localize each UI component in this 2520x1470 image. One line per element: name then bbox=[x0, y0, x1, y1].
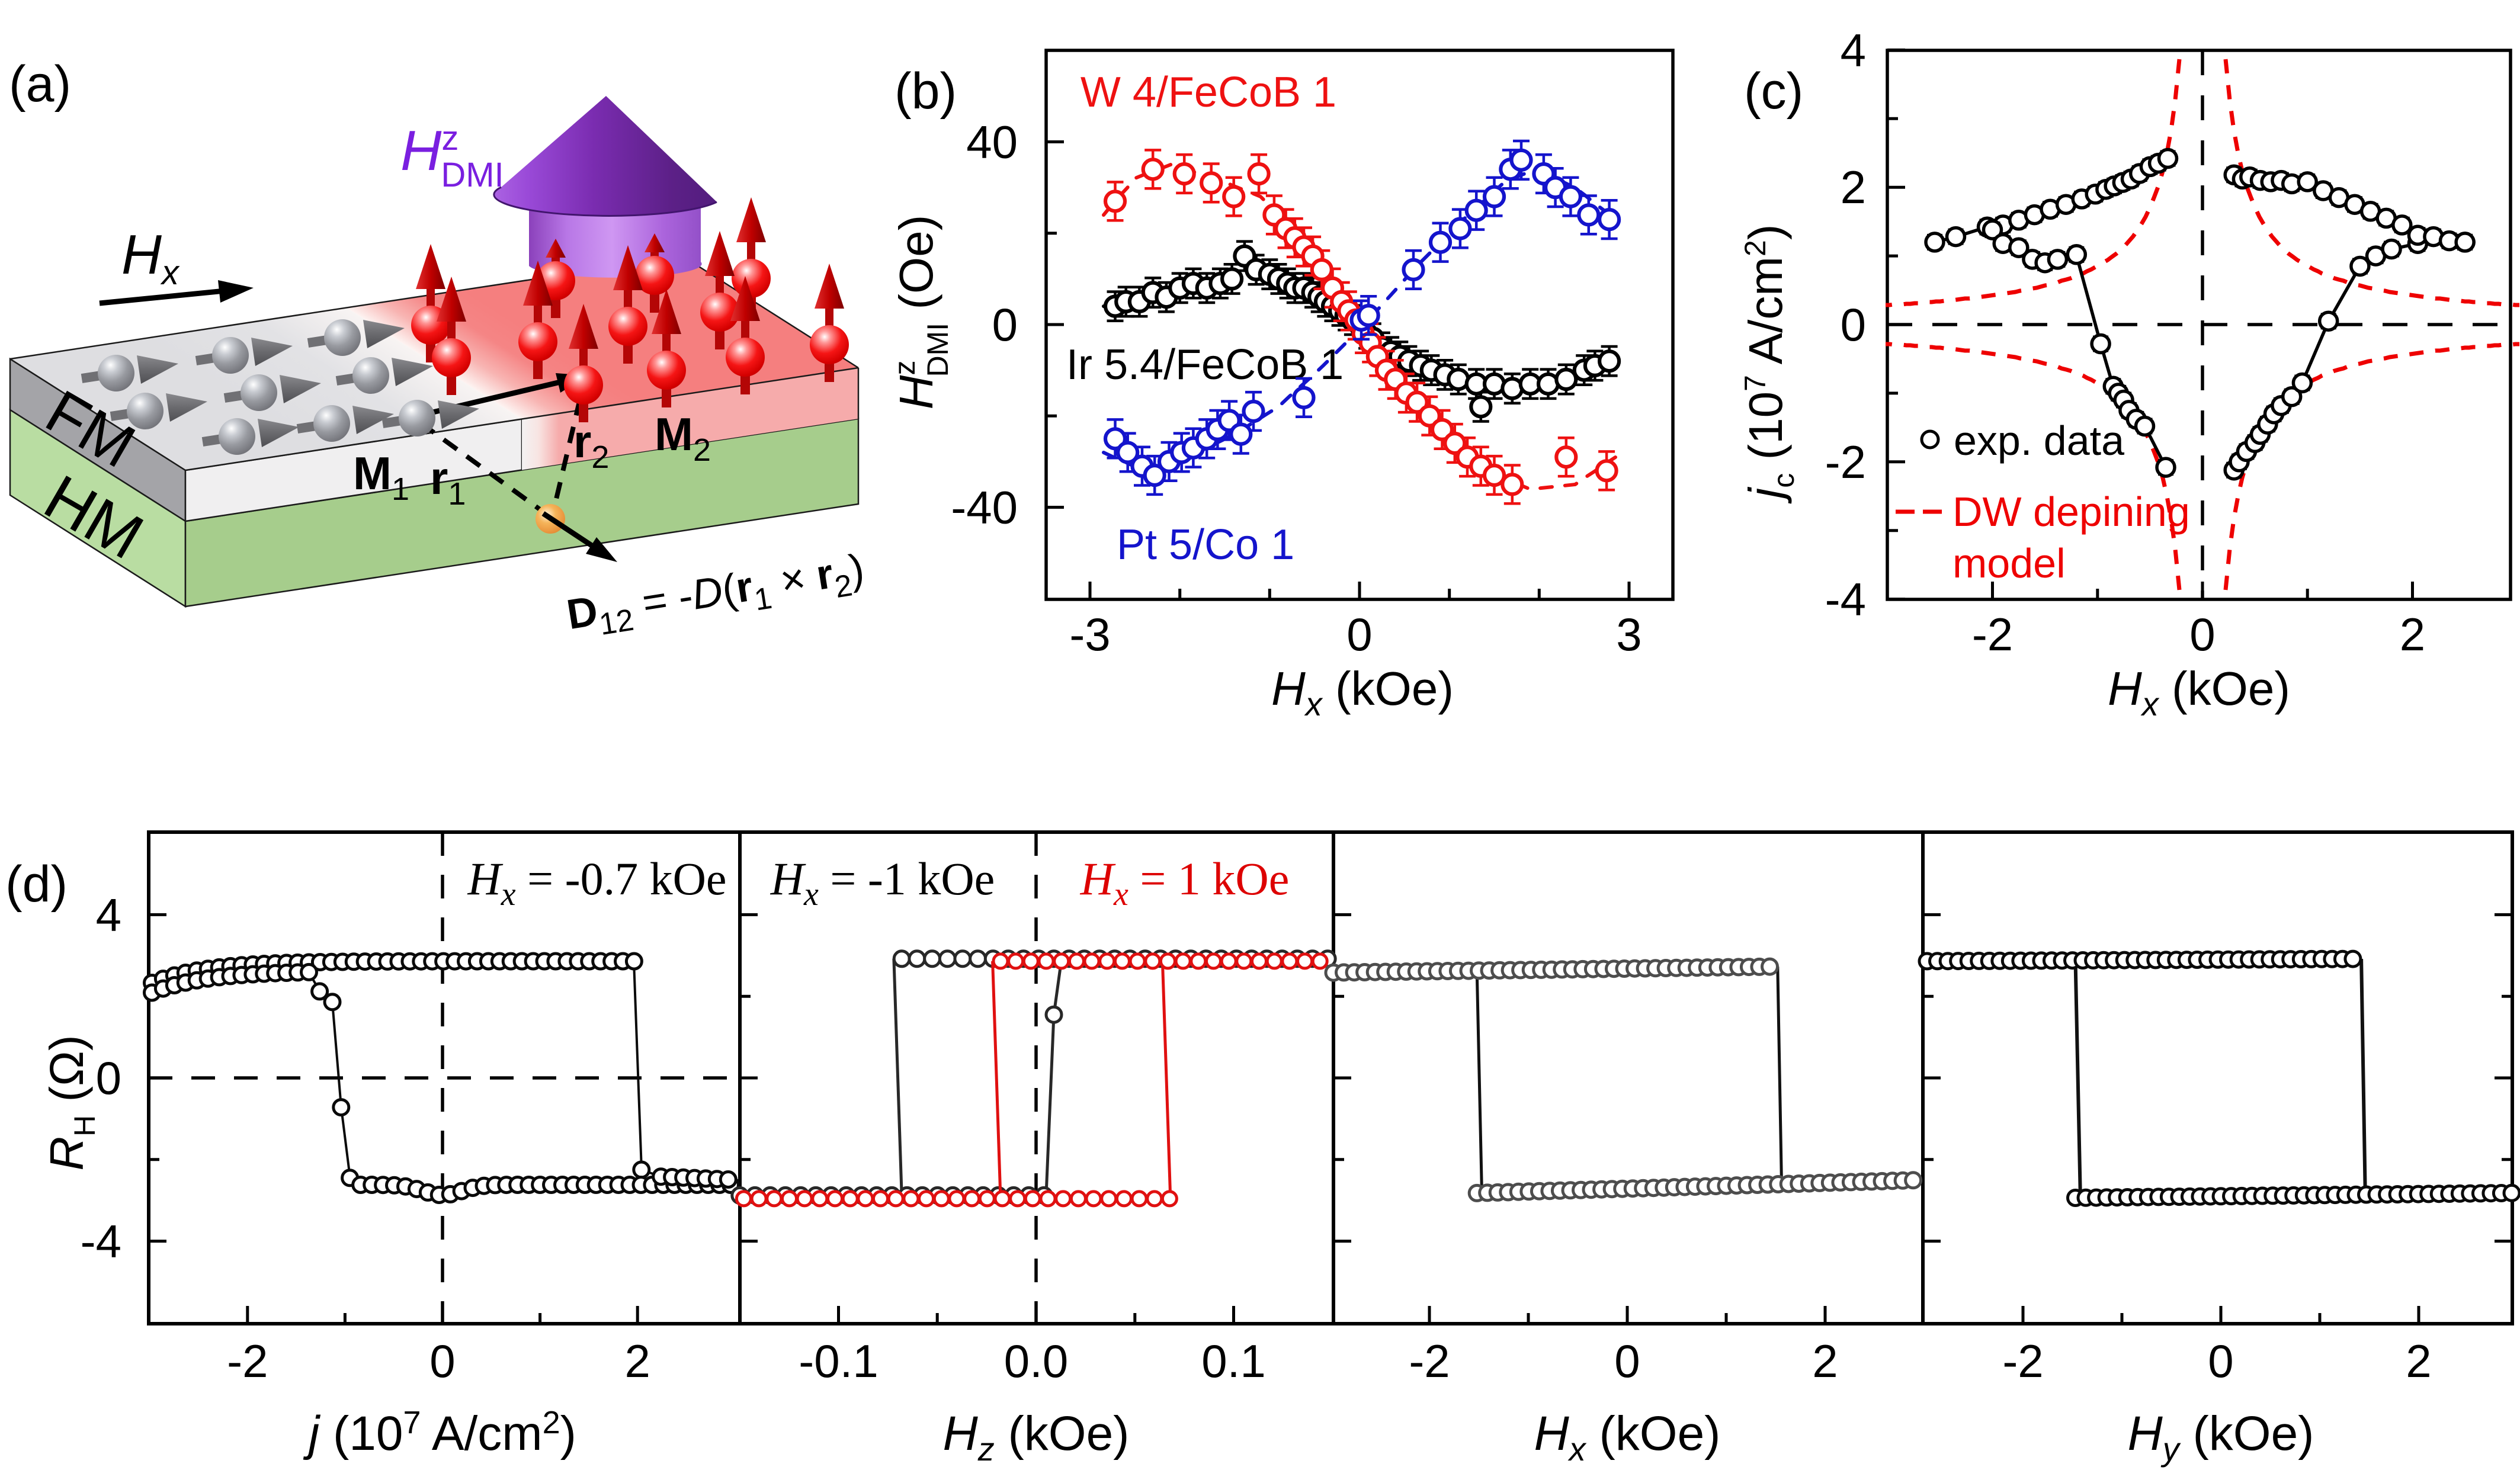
svg-text:M2: M2 bbox=[655, 408, 711, 468]
svg-text:0: 0 bbox=[2208, 1335, 2233, 1387]
svg-text:Hx (kOe): Hx (kOe) bbox=[2108, 662, 2290, 723]
svg-text:model: model bbox=[1952, 540, 2066, 586]
svg-text:(d): (d) bbox=[5, 856, 68, 913]
svg-text:M1: M1 bbox=[353, 447, 409, 507]
svg-text:W 4/FeCoB 1: W 4/FeCoB 1 bbox=[1081, 69, 1336, 116]
svg-text:-2: -2 bbox=[227, 1335, 268, 1387]
svg-text:0: 0 bbox=[992, 299, 1018, 351]
svg-text:HzDMI: Hz DMI bbox=[400, 119, 504, 194]
svg-text:Hx = -1 kOe: Hx = -1 kOe bbox=[770, 853, 995, 913]
svg-text:Ir 5.4/FeCoB 1: Ir 5.4/FeCoB 1 bbox=[1066, 341, 1344, 389]
svg-text:-2: -2 bbox=[1825, 436, 1866, 488]
svg-text:r1: r1 bbox=[430, 452, 466, 512]
svg-text:-2: -2 bbox=[2002, 1335, 2043, 1387]
svg-text:0: 0 bbox=[1614, 1335, 1640, 1387]
svg-text:exp. data: exp. data bbox=[1954, 418, 2124, 464]
svg-text:0.0: 0.0 bbox=[1004, 1335, 1068, 1387]
svg-text:4: 4 bbox=[1841, 24, 1866, 76]
svg-text:Hx = 1 kOe: Hx = 1 kOe bbox=[1080, 853, 1290, 913]
svg-text:(a): (a) bbox=[9, 56, 71, 113]
svg-text:Hz (kOe): Hz (kOe) bbox=[942, 1407, 1129, 1468]
svg-text:0: 0 bbox=[2189, 608, 2215, 660]
svg-text:4: 4 bbox=[96, 888, 121, 941]
svg-text:-4: -4 bbox=[81, 1215, 121, 1267]
svg-text:Hx (kOe): Hx (kOe) bbox=[1534, 1407, 1720, 1468]
svg-text:0.1: 0.1 bbox=[1201, 1335, 1265, 1387]
svg-text:2: 2 bbox=[1841, 161, 1866, 213]
svg-text:Hx = -0.7 kOe: Hx = -0.7 kOe bbox=[467, 853, 726, 913]
svg-text:-2: -2 bbox=[1972, 608, 2013, 660]
svg-text:(b): (b) bbox=[894, 63, 957, 120]
svg-text:3: 3 bbox=[1616, 608, 1641, 660]
svg-text:40: 40 bbox=[966, 116, 1018, 168]
svg-text:D12 = -D(r1 × r2): D12 = -D(r1 × r2) bbox=[564, 545, 869, 647]
svg-text:Hx: Hx bbox=[121, 223, 180, 292]
svg-text:2: 2 bbox=[2406, 1335, 2431, 1387]
svg-text:j (107 A/cm2): j (107 A/cm2) bbox=[303, 1405, 576, 1461]
svg-text:0: 0 bbox=[96, 1052, 121, 1104]
svg-text:-3: -3 bbox=[1069, 608, 1110, 660]
svg-text:2: 2 bbox=[625, 1335, 650, 1387]
svg-text:Hx (kOe): Hx (kOe) bbox=[1271, 662, 1454, 723]
svg-text:HzDMI (Oe): HzDMI (Oe) bbox=[888, 215, 954, 410]
svg-text:Pt 5/Co 1: Pt 5/Co 1 bbox=[1117, 521, 1294, 569]
svg-text:-40: -40 bbox=[951, 482, 1018, 534]
svg-text:(c): (c) bbox=[1744, 63, 1803, 120]
svg-text:-0.1: -0.1 bbox=[799, 1335, 878, 1387]
svg-text:0: 0 bbox=[429, 1335, 455, 1387]
svg-text:0: 0 bbox=[1841, 299, 1866, 351]
svg-text:-4: -4 bbox=[1825, 573, 1866, 625]
svg-text:DW depining: DW depining bbox=[1952, 489, 2190, 535]
svg-text:RH (Ω): RH (Ω) bbox=[40, 1035, 101, 1170]
svg-text:r2: r2 bbox=[573, 415, 609, 475]
svg-text:0: 0 bbox=[1346, 608, 1372, 660]
svg-text:2: 2 bbox=[2400, 608, 2425, 660]
svg-text:-2: -2 bbox=[1409, 1335, 1450, 1387]
svg-text:2: 2 bbox=[1812, 1335, 1838, 1387]
svg-text:jc (107 A/cm2): jc (107 A/cm2) bbox=[1739, 224, 1800, 504]
svg-text:Hy (kOe): Hy (kOe) bbox=[2127, 1407, 2314, 1468]
